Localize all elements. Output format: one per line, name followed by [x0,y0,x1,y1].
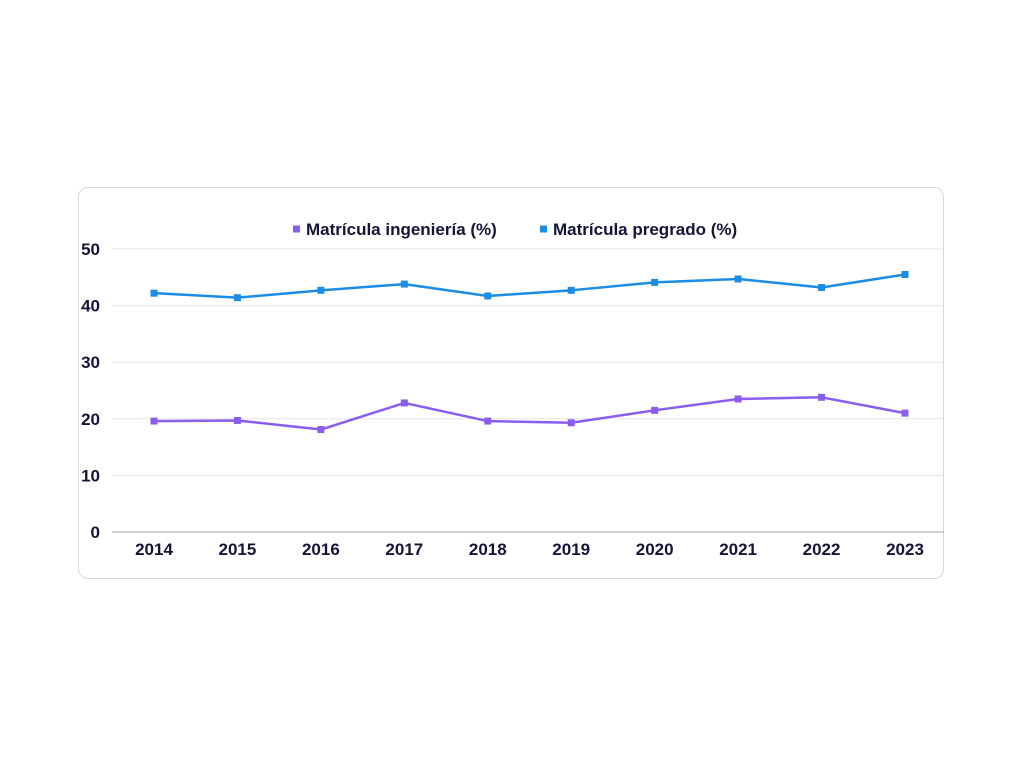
legend-label-2: Matrícula pregrado (%) [553,220,737,239]
legend-item-1[interactable]: Matrícula ingeniería (%) [293,220,497,239]
data-point-series2-2023 [901,270,909,278]
data-point-series1-2016 [317,426,325,434]
axes: 0 10 20 30 40 50 2014 2015 2016 2017 2018 2019 2020 2… [81,240,944,559]
data-point-series1-2014 [150,417,158,425]
data-point-series1-2019 [567,419,575,427]
chart-card [78,187,944,579]
series-line-1 [153,396,906,431]
gridlines [112,248,944,476]
data-point-series1-2023 [901,409,909,417]
legend[interactable]: Matrícula ingeniería (%) Matrícula pregra… [293,220,737,239]
y-tick-label-50: 50 [81,240,100,259]
data-point-series1-2021 [734,395,742,403]
x-tick-label-2022: 2022 [803,540,841,559]
x-tick-label-2019: 2019 [552,540,590,559]
legend-item-2[interactable]: Matrícula pregrado (%) [540,220,737,239]
legend-label-1: Matrícula ingeniería (%) [306,220,497,239]
legend-swatch-1 [293,225,300,233]
series-lines [150,270,909,434]
data-point-series1-2017 [400,399,408,407]
data-point-series1-2022 [818,393,826,401]
data-point-series1-2015 [233,416,241,424]
data-point-series1-2018 [484,417,492,425]
data-point-series1-2020 [651,406,659,414]
y-tick-label-10: 10 [81,466,100,485]
data-point-series2-2017 [400,280,408,288]
data-point-series2-2018 [484,292,492,300]
y-tick-label-0: 0 [91,523,100,542]
x-tick-label-2018: 2018 [469,540,507,559]
y-tick-label-40: 40 [81,297,100,316]
x-tick-label-2017: 2017 [385,540,423,559]
legend-swatch-2 [540,225,547,233]
data-point-series2-2019 [567,286,575,294]
series-line-2 [153,273,906,299]
data-point-series2-2020 [651,278,659,286]
x-tick-label-2020: 2020 [636,540,674,559]
data-point-series2-2015 [233,294,241,302]
x-tick-label-2021: 2021 [719,540,757,559]
data-point-series2-2022 [818,283,826,291]
data-point-series2-2021 [734,275,742,283]
x-tick-label-2023: 2023 [886,540,924,559]
data-point-series2-2016 [317,286,325,294]
x-tick-label-2015: 2015 [219,540,257,559]
data-point-series2-2014 [150,289,158,297]
y-tick-label-20: 20 [81,410,100,429]
x-tick-label-2014: 2014 [135,540,173,559]
x-tick-label-2016: 2016 [302,540,340,559]
y-tick-label-30: 30 [81,353,100,372]
